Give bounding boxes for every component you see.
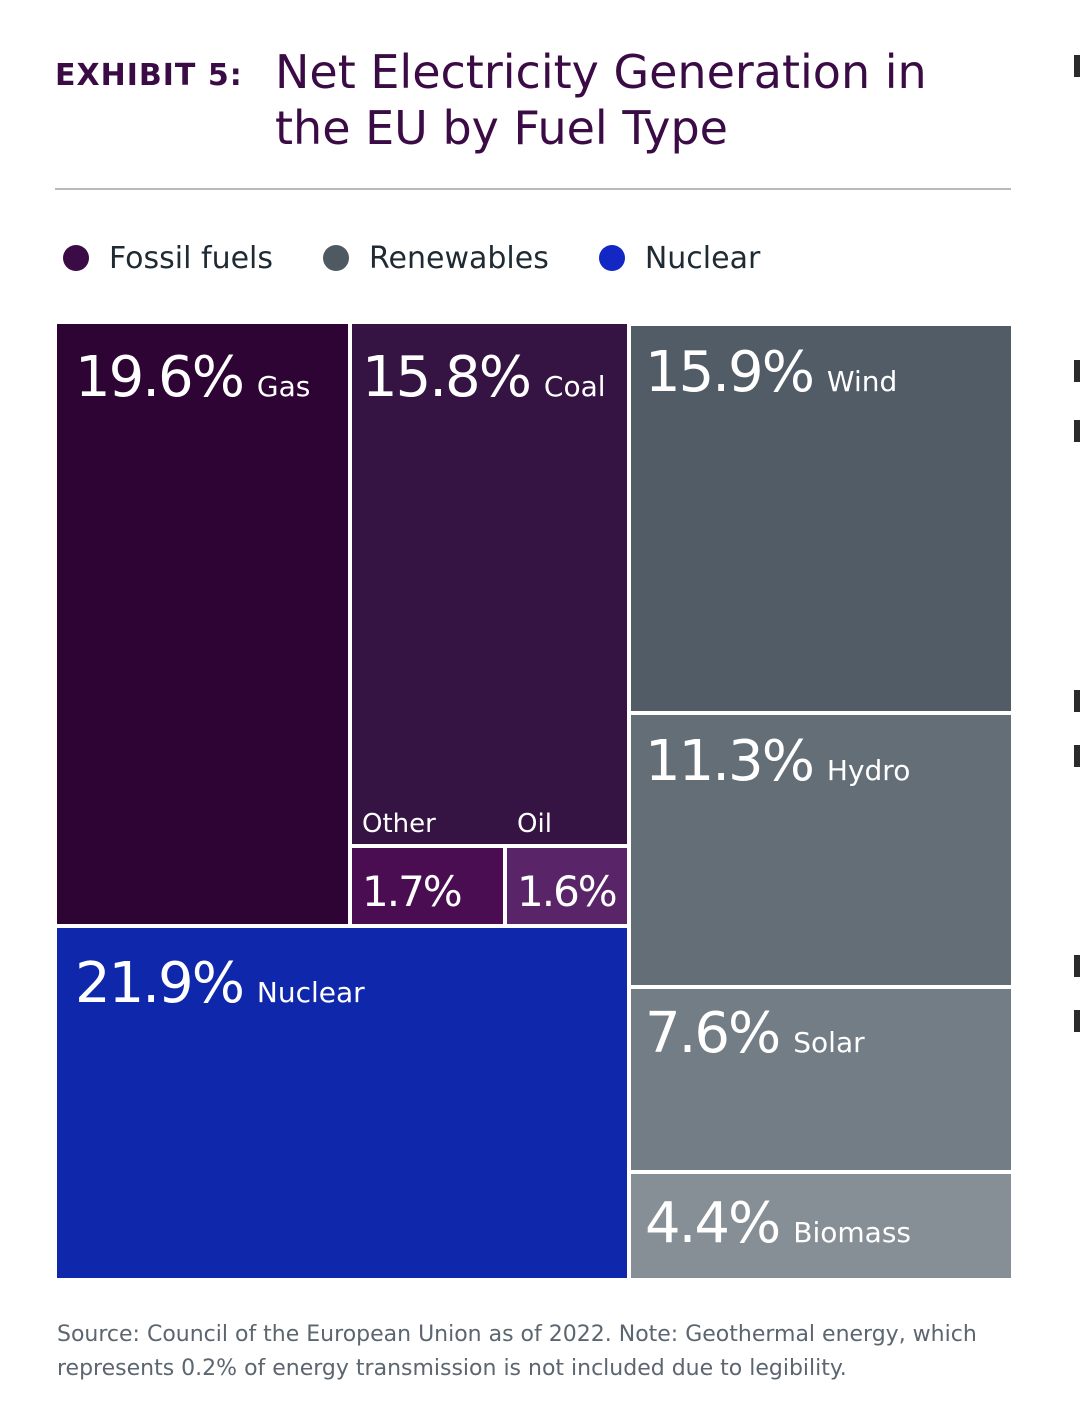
tile-label-hydro: Hydro	[827, 754, 910, 787]
chart-title: Net Electricity Generation in the EU by …	[275, 45, 927, 155]
title-divider	[55, 188, 1011, 190]
tile-value-coal: 15.8%	[362, 345, 530, 410]
tile-gas: 19.6% Gas	[57, 324, 348, 924]
legend: Fossil fuels Renewables Nuclear	[63, 236, 810, 280]
tile-label-solar: Solar	[793, 1026, 865, 1059]
legend-label-nuclear: Nuclear	[644, 240, 761, 276]
legend-item-fossil-fuels: Fossil fuels	[63, 241, 273, 276]
tile-solar: 7.6% Solar	[631, 989, 1011, 1170]
tile-coal: 15.8% Coal	[352, 324, 627, 844]
tile-value-nuclear: 21.9%	[75, 951, 243, 1016]
tile-hydro: 11.3% Hydro	[631, 715, 1011, 985]
tile-rect-other	[352, 848, 503, 924]
tile-value-solar: 7.6%	[645, 1001, 779, 1066]
tile-wind: 15.9% Wind	[631, 326, 1011, 711]
legend-label-fossil-fuels: Fossil fuels	[109, 240, 274, 276]
tile-value-biomass: 4.4%	[645, 1191, 779, 1256]
tile-label-biomass: Biomass	[793, 1216, 911, 1249]
tile-rect-wind	[631, 326, 1011, 711]
tile-label-gas: Gas	[257, 370, 310, 403]
tile-rect-gas	[57, 324, 348, 924]
tile-value-wind: 15.9%	[645, 340, 813, 405]
legend-item-nuclear: Nuclear	[598, 240, 761, 276]
legend-swatch-nuclear	[598, 245, 625, 271]
tile-rect-nuclear	[57, 928, 627, 1278]
legend-swatch-fossil-fuels	[63, 245, 89, 271]
tile-rect-solar	[631, 989, 1011, 1170]
legend-swatch-renewables	[323, 245, 350, 271]
tile-rect-oil	[507, 848, 627, 924]
tile-label-wind: Wind	[827, 365, 897, 398]
tile-label-oil: Oil	[517, 809, 552, 839]
tile-value-hydro: 11.3%	[645, 729, 813, 794]
tile-oil: 1.6% Oil	[507, 809, 627, 924]
tile-rect-hydro	[631, 715, 1011, 985]
tile-label-nuclear: Nuclear	[257, 976, 365, 1009]
source-note: Source: Council of the European Union as…	[57, 1322, 977, 1381]
tile-rect-biomass	[631, 1174, 1011, 1278]
tile-other: 1.7% Other	[352, 809, 503, 924]
legend-label-renewables: Renewables	[369, 240, 549, 276]
legend-item-renewables: Renewables	[323, 241, 549, 276]
tile-nuclear: 21.9% Nuclear	[57, 928, 627, 1278]
adjacent-column-edge	[1072, 0, 1080, 1418]
exhibit-label: EXHIBIT 5:	[55, 58, 243, 93]
tile-label-other: Other	[362, 809, 436, 839]
tile-biomass: 4.4% Biomass	[631, 1174, 1011, 1278]
tile-value-oil: 1.6%	[517, 867, 616, 916]
tile-value-other: 1.7%	[362, 867, 461, 916]
tile-value-gas: 19.6%	[75, 345, 243, 410]
tile-label-coal: Coal	[544, 370, 606, 403]
tile-rect-coal	[352, 324, 627, 844]
